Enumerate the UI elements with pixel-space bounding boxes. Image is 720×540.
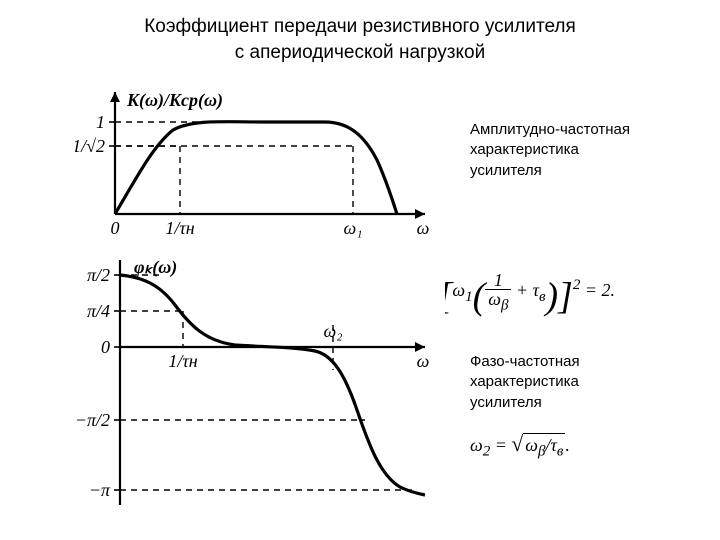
amplitude-caption: Амплитудно-частотная характеристика усил… — [470, 120, 630, 181]
svg-text:1/τн: 1/τн — [165, 218, 194, 238]
ph-cap-l3: усилителя — [470, 394, 542, 411]
ph-cap-l1: Фазо-частотная — [470, 353, 580, 370]
svg-text:ω₂: ω₂ — [324, 321, 343, 341]
svg-text:π/4: π/4 — [87, 301, 110, 321]
svg-text:1/τн: 1/τн — [168, 351, 197, 371]
ph-cap-l2: характеристика — [470, 373, 579, 390]
svg-text:ω₁: ω₁ — [344, 218, 363, 238]
title-line1: Коэффициент передачи резистивного усилит… — [144, 16, 576, 37]
svg-text:φₖ(ω): φₖ(ω) — [134, 257, 177, 278]
amplitude-response-plot: 1 1/√2 0 1/τн ω₁ ω K(ω)/Kср(ω) — [75, 82, 445, 242]
svg-text:0: 0 — [111, 218, 120, 238]
amp-cap-l2: характеристика — [470, 141, 579, 158]
svg-text:ω: ω — [417, 218, 430, 238]
svg-text:1/√2: 1/√2 — [75, 136, 105, 156]
phase-caption: Фазо-частотная характеристика усилителя — [470, 352, 580, 413]
svg-text:−π/2: −π/2 — [75, 410, 110, 430]
svg-text:ω: ω — [417, 351, 430, 371]
omega2-equation: ω2 = √ωβ/τв. — [470, 432, 570, 461]
phase-response-plot: π/2 π/4 0 −π/2 −π 1/τн ω₂ ω φₖ(ω) — [65, 255, 445, 515]
svg-text:K(ω)/Kср(ω): K(ω)/Kср(ω) — [126, 90, 223, 111]
svg-text:1: 1 — [96, 112, 105, 132]
amp-cap-l3: усилителя — [470, 162, 542, 179]
svg-text:π/2: π/2 — [87, 265, 110, 285]
svg-text:0: 0 — [101, 337, 110, 357]
title-line2: с апериодической нагрузкой — [235, 42, 485, 63]
amp-cap-l1: Амплитудно-частотная — [470, 121, 630, 138]
svg-text:−π: −π — [89, 480, 111, 500]
slide-title: Коэффициент передачи резистивного усилит… — [0, 14, 720, 65]
